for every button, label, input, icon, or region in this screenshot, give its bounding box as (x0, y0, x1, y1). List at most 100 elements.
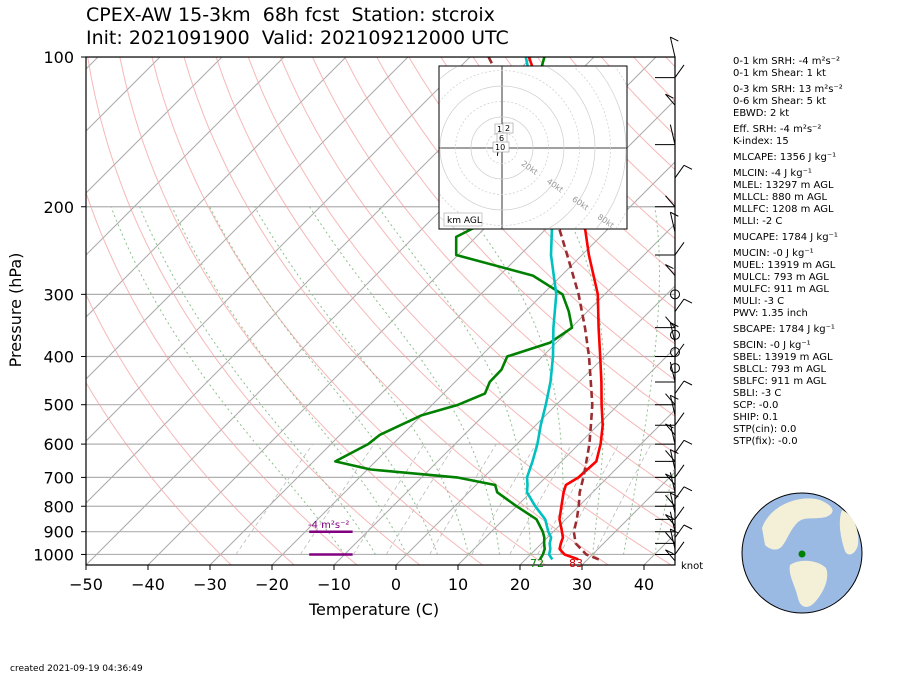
mixing-ratio-line (471, 443, 537, 555)
wind-barb (655, 541, 685, 555)
wind-barbs (655, 36, 693, 562)
calm-wind-circle (670, 289, 680, 300)
moist-adiabat-line (654, 461, 675, 555)
dry-adiabat-line (247, 57, 675, 530)
y-tick-label: 700 (43, 468, 74, 487)
x-tick-label: 10 (448, 575, 468, 594)
dry-adiabat-line (215, 57, 672, 565)
wind-barb (665, 264, 676, 276)
hodograph-ring (573, 67, 611, 228)
dry-adiabat-line (119, 57, 483, 565)
surface-dewpoint-label: 72 (530, 557, 544, 570)
isotherm-line (581, 471, 675, 565)
dry-adiabat-line (86, 293, 295, 565)
isotherm-line (519, 409, 675, 565)
index-line: MULI: -3 C (733, 296, 785, 307)
x-tick-label: −10 (317, 575, 351, 594)
dry-adiabat-line (183, 57, 609, 565)
chart-title-line1: CPEX-AW 15-3km 68h fcst Station: stcroix (86, 4, 495, 26)
index-line: 0-3 km SRH: 13 m²s⁻² (733, 84, 843, 95)
mixing-ratio-line (537, 443, 599, 555)
index-line: 0-1 km Shear: 1 kt (733, 68, 826, 79)
isotherm-line (457, 347, 675, 565)
index-line: SBLCL: 793 m AGL (733, 364, 827, 375)
x-tick-label: −40 (131, 575, 165, 594)
index-line: MLLI: -2 C (733, 216, 783, 227)
isotherm-line (86, 57, 223, 194)
moist-adiabat-line (171, 206, 407, 555)
index-line: STP(cin): 0.0 (733, 424, 797, 435)
dry-adiabat-line (376, 57, 675, 381)
index-line: 0-6 km Shear: 5 kt (733, 96, 826, 107)
south-america-land (789, 560, 828, 607)
y-tick-label: 300 (43, 285, 74, 304)
index-line: MUEL: 13919 m AGL (733, 260, 836, 271)
created-timestamp: created 2021-09-19 04:36:49 (10, 664, 143, 674)
index-line: MUCIN: -0 J kg⁻¹ (733, 248, 814, 259)
wind-barb (655, 242, 685, 256)
mixing-ratio-line (429, 443, 497, 555)
hodograph-height-box (502, 122, 514, 134)
dry-adiabat-line (87, 57, 421, 565)
moist-adiabat-line (377, 206, 531, 555)
y-tick-label: 1000 (33, 545, 74, 564)
wind-barb (655, 64, 685, 79)
hodograph-height-label: 1 (497, 125, 502, 134)
index-line: SBEL: 13919 m AGL (733, 352, 833, 363)
dry-adiabat-line (472, 57, 675, 275)
wind-barb (665, 93, 676, 106)
isotherm-line (86, 57, 471, 442)
index-line: MULCL: 793 m AGL (733, 272, 829, 283)
isotherm-line (0, 57, 36, 565)
wind-barb (669, 36, 679, 58)
y-tick-label: 200 (43, 198, 74, 217)
hodograph-ring (440, 70, 580, 226)
moist-adiabat-line (463, 206, 564, 555)
hodograph-ring (440, 67, 596, 228)
wind-barb (669, 394, 679, 416)
index-line: MULFC: 911 m AGL (733, 284, 829, 295)
hodograph-ring (470, 116, 534, 180)
isotherm-line (395, 285, 675, 565)
y-tick-label: 900 (43, 523, 74, 542)
x-tick-label: −20 (255, 575, 289, 594)
index-line: PWV: 1.35 inch (733, 308, 808, 319)
y-tick-label: 100 (43, 48, 74, 67)
wind-barb (655, 450, 676, 462)
index-line: EBWD: 2 kt (733, 108, 790, 119)
index-line: MLLCL: 880 m AGL (733, 192, 828, 203)
mixing-ratio-line (235, 443, 314, 555)
mixing-ratio-line (385, 443, 456, 555)
index-line: 0-1 km SRH: -4 m²s⁻² (733, 56, 840, 67)
mixing-ratio-line (509, 443, 573, 555)
index-line: SHIP: 0.1 (733, 412, 779, 423)
index-line: SBCIN: -0 J kg⁻¹ (733, 340, 811, 351)
y-tick-label: 800 (43, 497, 74, 516)
chart-title-line2: Init: 2021091900 Valid: 202109212000 UTC (86, 27, 509, 49)
x-tick-label: 40 (634, 575, 654, 594)
index-line: SBLI: -3 C (733, 388, 782, 399)
station-marker (798, 550, 806, 558)
moist-adiabat-line (623, 206, 660, 555)
y-tick-label: 400 (43, 348, 74, 367)
knot-label: knot (681, 561, 703, 572)
calm-wind-circle (670, 347, 680, 358)
isotherm-line (86, 57, 285, 256)
wind-barb (655, 316, 676, 329)
hodograph-height-box (492, 141, 510, 153)
wind-barb (669, 211, 679, 233)
wind-barb (655, 464, 685, 478)
mixing-ratio-line (593, 443, 652, 555)
background-grid (0, 57, 675, 565)
surface-temperature-label: 83 (569, 557, 583, 570)
srh-bars (309, 530, 353, 556)
srh-label: -4 m²s⁻² (308, 520, 349, 531)
moist-adiabat-line (254, 206, 469, 555)
index-line: MLLFC: 1208 m AGL (733, 204, 834, 215)
wind-barb (669, 449, 679, 470)
index-line: Eff. SRH: -4 m²s⁻² (733, 124, 822, 135)
wind-barb (674, 298, 693, 312)
north-america-land (762, 498, 833, 550)
x-tick-label: 30 (572, 575, 592, 594)
